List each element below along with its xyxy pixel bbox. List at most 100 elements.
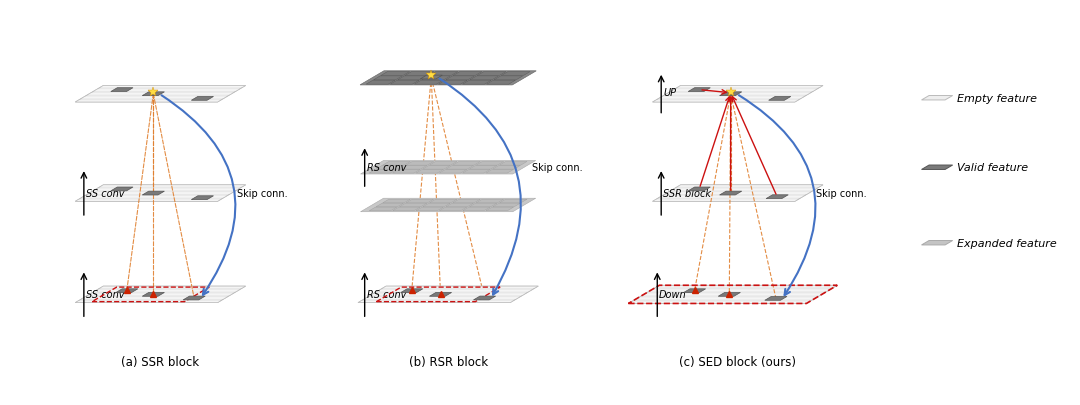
Polygon shape: [421, 77, 450, 81]
Polygon shape: [369, 170, 396, 174]
Polygon shape: [677, 185, 823, 187]
Polygon shape: [440, 170, 467, 174]
Polygon shape: [453, 162, 481, 166]
Polygon shape: [87, 193, 233, 194]
Polygon shape: [430, 162, 457, 166]
Polygon shape: [688, 88, 711, 92]
Text: Skip conn.: Skip conn.: [237, 189, 287, 198]
Polygon shape: [191, 97, 214, 101]
Polygon shape: [360, 72, 536, 86]
Polygon shape: [383, 286, 538, 288]
Polygon shape: [766, 195, 788, 199]
Polygon shape: [76, 101, 220, 103]
Polygon shape: [87, 94, 233, 96]
Text: RS conv: RS conv: [366, 163, 406, 173]
Polygon shape: [94, 290, 240, 292]
Polygon shape: [659, 97, 805, 99]
Polygon shape: [94, 90, 240, 92]
Text: Empty feature: Empty feature: [957, 94, 1037, 103]
Polygon shape: [366, 81, 395, 85]
Polygon shape: [499, 162, 527, 166]
Polygon shape: [81, 297, 227, 299]
Polygon shape: [87, 294, 233, 296]
Polygon shape: [76, 301, 220, 303]
Polygon shape: [656, 286, 837, 288]
Polygon shape: [143, 93, 164, 96]
Polygon shape: [453, 72, 482, 77]
Polygon shape: [382, 162, 410, 166]
Polygon shape: [361, 161, 536, 175]
Polygon shape: [405, 72, 434, 77]
Text: SSR block: SSR block: [663, 189, 711, 198]
Polygon shape: [635, 298, 816, 300]
Polygon shape: [400, 204, 427, 207]
Polygon shape: [438, 81, 468, 85]
Polygon shape: [400, 166, 427, 170]
Polygon shape: [381, 72, 409, 77]
Polygon shape: [116, 289, 138, 293]
Polygon shape: [499, 200, 527, 203]
Polygon shape: [429, 72, 458, 77]
Polygon shape: [486, 208, 514, 211]
Polygon shape: [422, 204, 450, 207]
Text: SS conv: SS conv: [85, 189, 124, 198]
Polygon shape: [76, 86, 245, 103]
Polygon shape: [111, 188, 133, 192]
Polygon shape: [406, 162, 434, 166]
Polygon shape: [360, 72, 536, 86]
Polygon shape: [921, 166, 953, 170]
Polygon shape: [401, 289, 422, 293]
Polygon shape: [392, 208, 420, 211]
Polygon shape: [361, 199, 536, 212]
Text: Down: Down: [659, 290, 687, 300]
Polygon shape: [652, 185, 823, 202]
Text: (c) SED block (ours): (c) SED block (ours): [679, 356, 796, 369]
Polygon shape: [462, 81, 491, 85]
Polygon shape: [440, 208, 467, 211]
Polygon shape: [477, 72, 507, 77]
Polygon shape: [649, 290, 831, 292]
Polygon shape: [382, 200, 410, 203]
Polygon shape: [416, 208, 444, 211]
Polygon shape: [643, 294, 824, 296]
Polygon shape: [659, 196, 805, 198]
Polygon shape: [719, 192, 742, 196]
Polygon shape: [360, 72, 536, 86]
Polygon shape: [191, 196, 214, 200]
Polygon shape: [486, 170, 514, 174]
Text: RS conv: RS conv: [366, 290, 406, 300]
Polygon shape: [921, 96, 953, 101]
Polygon shape: [430, 200, 457, 203]
Polygon shape: [470, 204, 497, 207]
Polygon shape: [406, 200, 434, 203]
Polygon shape: [364, 297, 519, 299]
Polygon shape: [415, 81, 443, 85]
Polygon shape: [470, 166, 497, 170]
Polygon shape: [76, 200, 220, 202]
Polygon shape: [684, 289, 705, 293]
Polygon shape: [390, 81, 419, 85]
Polygon shape: [100, 185, 245, 187]
Polygon shape: [501, 72, 530, 77]
Polygon shape: [94, 189, 240, 191]
Polygon shape: [476, 162, 503, 166]
Polygon shape: [652, 86, 823, 103]
Polygon shape: [143, 293, 164, 296]
Polygon shape: [769, 97, 791, 101]
Polygon shape: [470, 77, 499, 81]
Polygon shape: [765, 297, 787, 301]
Polygon shape: [492, 166, 521, 170]
Polygon shape: [718, 293, 741, 296]
Polygon shape: [494, 77, 523, 81]
Polygon shape: [446, 166, 474, 170]
Polygon shape: [376, 166, 404, 170]
Text: Skip conn.: Skip conn.: [816, 189, 867, 198]
Polygon shape: [473, 296, 496, 300]
Polygon shape: [377, 290, 532, 292]
Polygon shape: [652, 200, 798, 202]
Polygon shape: [487, 81, 515, 85]
Polygon shape: [677, 86, 823, 88]
Polygon shape: [430, 293, 451, 296]
Text: SS conv: SS conv: [85, 290, 124, 300]
Text: Expanded feature: Expanded feature: [957, 238, 1056, 248]
